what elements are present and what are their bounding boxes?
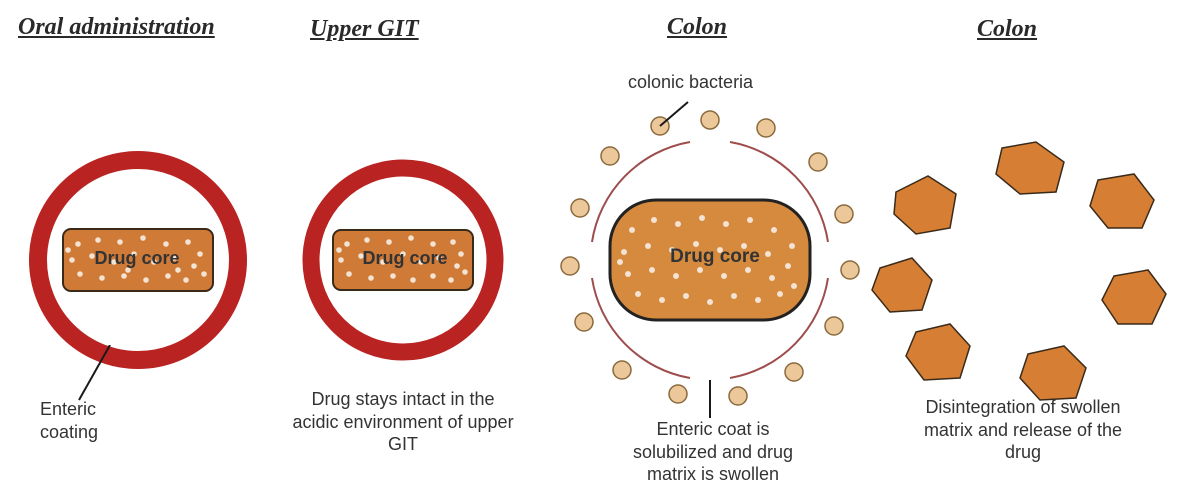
fragment-6 <box>906 324 970 380</box>
fragment-1 <box>894 176 956 234</box>
caption-colon-1: Enteric coat is solubilized and drug mat… <box>598 418 828 486</box>
heading-oral-admin: Oral administration <box>18 14 215 41</box>
fragment-4 <box>1102 270 1166 324</box>
stage-4-svg <box>870 130 1170 410</box>
fragment-5 <box>1020 346 1086 400</box>
heading-colon-2: Colon <box>977 16 1037 43</box>
caption-colon-2: Disintegration of swollen matrix and rel… <box>888 396 1158 464</box>
fragments <box>872 142 1166 400</box>
fragment-7 <box>872 258 932 312</box>
heading-colon-1: Colon <box>667 14 727 41</box>
diagram-stage: Oral administration Upper GIT Colon Colo… <box>0 0 1177 503</box>
caption-enteric-coating: Enteric coating <box>40 398 160 443</box>
fragment-3 <box>1090 174 1154 228</box>
drug-core-label-1: Drug core <box>62 248 212 270</box>
fragment-2 <box>996 142 1064 194</box>
drug-core-label-3: Drug core <box>635 246 795 269</box>
caption-upper-git: Drug stays intact in the acidic environm… <box>268 388 538 456</box>
bacteria-label: colonic bacteria <box>628 72 753 94</box>
heading-upper-git: Upper GIT <box>310 16 419 43</box>
drug-core-label-2: Drug core <box>330 248 480 270</box>
leader-bacteria <box>660 102 688 126</box>
